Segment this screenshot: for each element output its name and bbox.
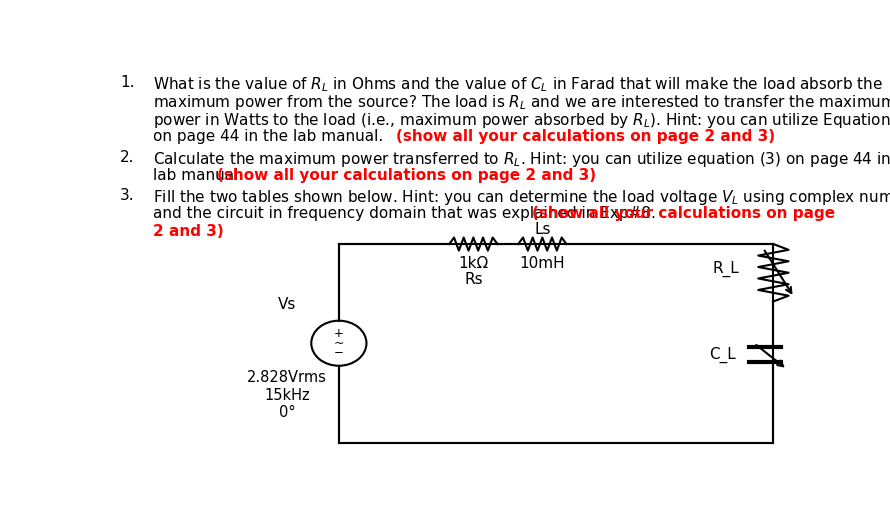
Text: lab manual.: lab manual. xyxy=(153,168,247,183)
Text: −: − xyxy=(334,346,344,359)
Text: (show all your calculations on page 2 and 3): (show all your calculations on page 2 an… xyxy=(396,129,775,144)
Text: Fill the two tables shown below. Hint: you can determine the load voltage $V_L$ : Fill the two tables shown below. Hint: y… xyxy=(153,188,890,207)
Ellipse shape xyxy=(312,321,367,365)
Text: 2.828Vrms: 2.828Vrms xyxy=(247,370,327,385)
Text: Rs: Rs xyxy=(464,272,482,287)
Text: Vs: Vs xyxy=(278,297,296,312)
Text: 0°: 0° xyxy=(279,405,295,420)
Text: Ls: Ls xyxy=(534,222,551,237)
Text: on page 44 in the lab manual.: on page 44 in the lab manual. xyxy=(153,129,388,144)
Text: and the circuit in frequency domain that was explained in Exp#8.: and the circuit in frequency domain that… xyxy=(153,206,660,221)
Text: What is the value of $R_L$ in Ohms and the value of $C_L$ in Farad that will mak: What is the value of $R_L$ in Ohms and t… xyxy=(153,76,883,94)
Text: power in Watts to the load (i.e., maximum power absorbed by $R_L$). Hint: you ca: power in Watts to the load (i.e., maximu… xyxy=(153,111,890,130)
Text: (show all your calculations on page 2 and 3): (show all your calculations on page 2 an… xyxy=(217,168,596,183)
Text: 10mH: 10mH xyxy=(520,256,565,271)
Text: +: + xyxy=(334,327,344,340)
Text: ~: ~ xyxy=(334,337,344,350)
Text: maximum power from the source? The load is $R_L$ and we are interested to transf: maximum power from the source? The load … xyxy=(153,93,890,112)
Text: R_L: R_L xyxy=(712,261,739,277)
Text: Calculate the maximum power transferred to $R_L$. Hint: you can utilize equation: Calculate the maximum power transferred … xyxy=(153,150,890,169)
Bar xyxy=(339,244,773,443)
Text: 15kHz: 15kHz xyxy=(264,388,310,403)
Text: C_L: C_L xyxy=(708,346,735,363)
Text: 1.: 1. xyxy=(120,76,134,90)
Text: 1kΩ: 1kΩ xyxy=(458,256,489,271)
Text: 3.: 3. xyxy=(120,188,135,203)
Text: (show all your calculations on page: (show all your calculations on page xyxy=(532,206,835,221)
Text: 2.: 2. xyxy=(120,150,134,165)
Text: 2 and 3): 2 and 3) xyxy=(153,225,223,239)
